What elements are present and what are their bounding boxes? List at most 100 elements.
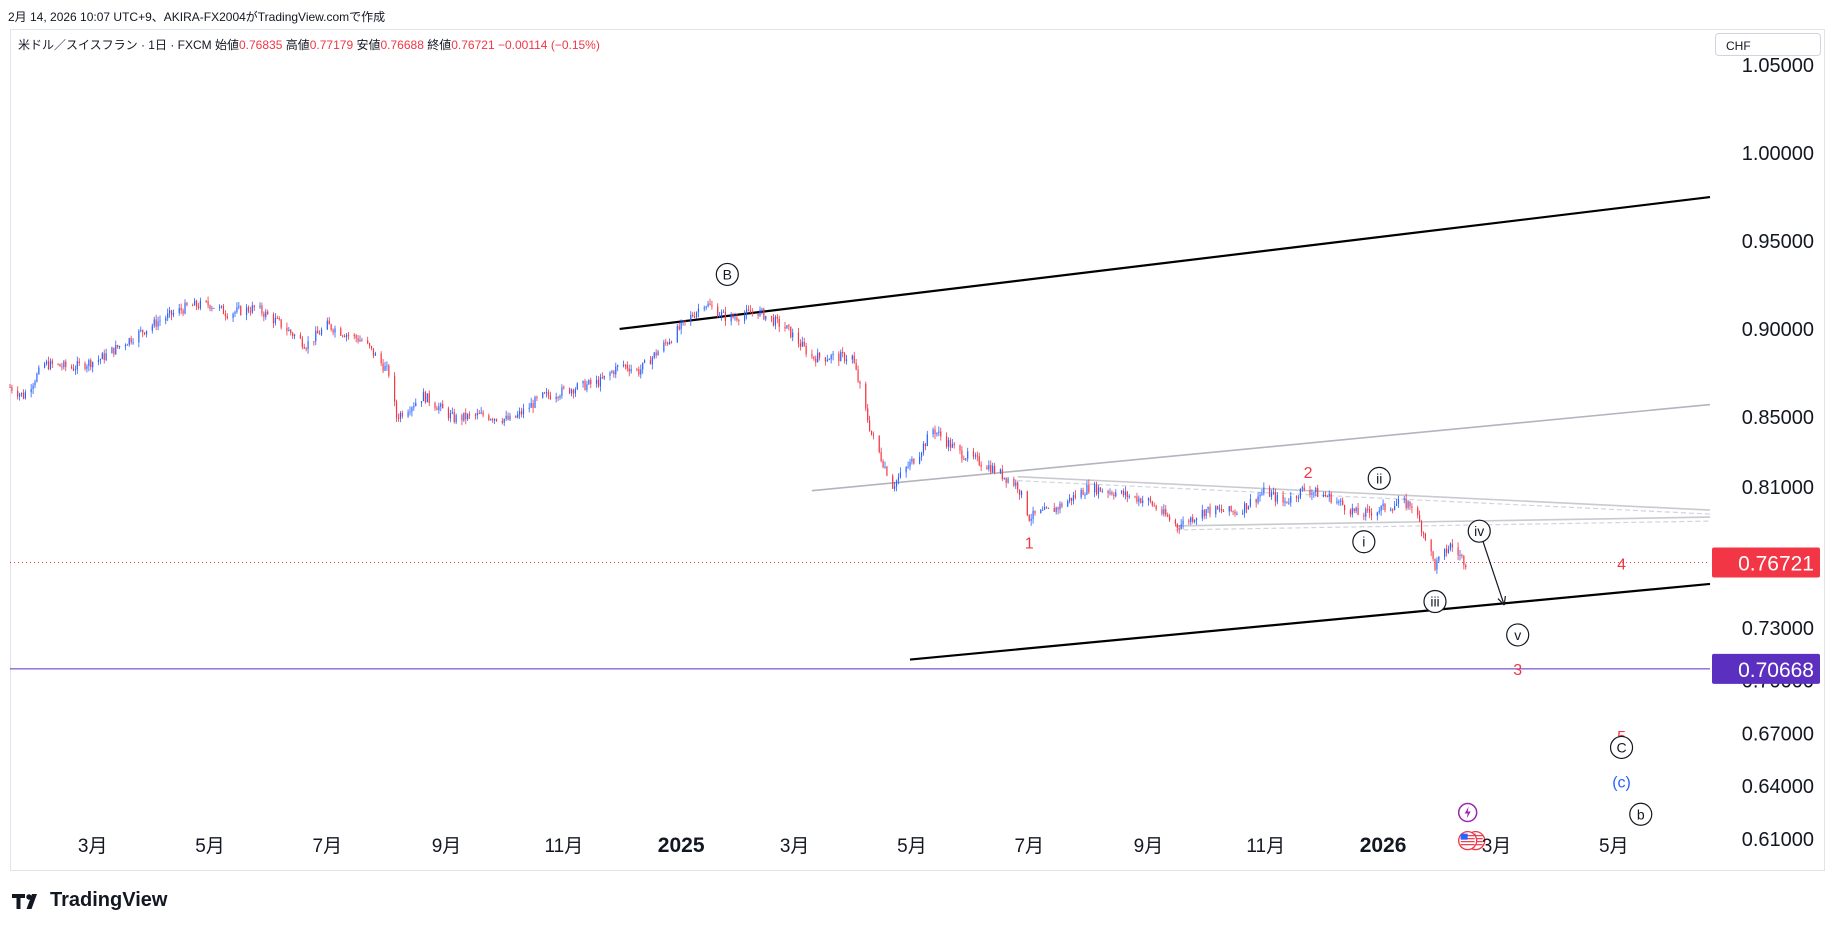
candle-body: [84, 363, 86, 369]
candle-body: [1444, 548, 1446, 557]
candle-body: [1357, 507, 1359, 515]
upper-channel-line[interactable]: [619, 195, 1711, 331]
candle-body: [1217, 506, 1219, 510]
candle-body: [603, 375, 605, 379]
candle-body: [1174, 519, 1176, 524]
candle-body: [1419, 514, 1421, 522]
wave-label-circle[interactable]: [715, 262, 739, 287]
candle-body: [953, 443, 955, 446]
candle-body: [61, 366, 63, 368]
candle-body: [326, 320, 328, 330]
candle-body: [1245, 503, 1248, 510]
candle-body: [332, 329, 334, 333]
candle-body: [1340, 500, 1342, 502]
candle-body: [19, 394, 21, 397]
candle-body: [1236, 513, 1238, 515]
wave-label-circle[interactable]: [1423, 589, 1447, 614]
candle-body: [897, 477, 900, 481]
candle-body: [1407, 501, 1409, 508]
candle-body: [1007, 478, 1009, 483]
wave-label-4: 4: [1617, 557, 1626, 574]
candle-body: [117, 345, 119, 348]
candle-body: [817, 352, 819, 363]
candle-body: [1313, 492, 1315, 494]
triangle-upper-line[interactable]: [1017, 475, 1711, 511]
candle-body: [240, 306, 242, 316]
candle-body: [870, 430, 873, 435]
candle-body: [97, 359, 100, 362]
x-tick-label: 2025: [658, 834, 705, 857]
candle-body: [542, 392, 544, 398]
candle-body: [253, 305, 255, 308]
candle-body: [222, 305, 225, 315]
candle-body: [684, 320, 686, 322]
candle-body: [340, 328, 342, 336]
candle-body: [70, 366, 73, 368]
candle-body: [1028, 515, 1030, 521]
candle-body: [624, 364, 626, 366]
wave-label-circle[interactable]: [1467, 519, 1491, 543]
candle-body: [549, 395, 551, 400]
currency-selector[interactable]: CHF: [1715, 33, 1821, 56]
wave-label-circle[interactable]: [1367, 466, 1391, 491]
mid-channel-line[interactable]: [811, 403, 1711, 492]
lower-channel-line[interactable]: [909, 582, 1711, 661]
wave-label-circle[interactable]: [1506, 623, 1530, 647]
candle-body: [1353, 508, 1355, 512]
candle-body: [111, 347, 113, 354]
candle-body: [949, 440, 951, 448]
level-price-tag: 0.70668: [1738, 659, 1814, 682]
candle-body: [159, 320, 161, 322]
candle-body: [1149, 498, 1151, 502]
close-label: 終値: [427, 38, 452, 52]
candle-body: [1432, 551, 1434, 559]
tradingview-brand[interactable]: TradingView: [12, 889, 167, 912]
candle-body: [1088, 484, 1090, 493]
candle-body: [792, 332, 794, 338]
candle-body: [278, 318, 280, 320]
candle-body: [220, 305, 223, 307]
candle-body: [1147, 498, 1150, 501]
projection-arrow[interactable]: [1482, 541, 1505, 606]
candle-body: [1180, 524, 1182, 529]
candle-body: [815, 358, 817, 363]
triangle-lower-line[interactable]: [1175, 516, 1711, 527]
candle-body: [130, 338, 132, 343]
candle-body: [249, 311, 251, 313]
candle-body: [519, 411, 521, 415]
wave-label-circle[interactable]: [1609, 735, 1634, 760]
candle-body: [790, 326, 792, 338]
candle-body: [361, 340, 363, 342]
candle-body: [440, 403, 442, 407]
candle-body: [426, 393, 428, 403]
candle-body: [680, 321, 682, 330]
candle-body: [569, 388, 571, 394]
candle-body: [286, 327, 288, 332]
candle-body: [936, 432, 938, 435]
wave-label-circle[interactable]: [1352, 530, 1376, 554]
symbol-title[interactable]: 米ドル／スイスフラン · 1日 · FXCM: [18, 38, 212, 52]
candle-body: [830, 355, 832, 360]
candle-body: [999, 469, 1001, 473]
candle-body: [1422, 532, 1425, 534]
candle-body: [582, 380, 584, 384]
current-price-tag: 0.76721: [1738, 552, 1814, 575]
candle-body: [1349, 510, 1351, 515]
wave-label-circle[interactable]: [1629, 802, 1653, 826]
candle-body: [72, 367, 75, 371]
candle-body: [1178, 528, 1180, 530]
candle-body: [1417, 507, 1419, 515]
candle-body: [828, 359, 830, 361]
candle-body: [180, 308, 182, 311]
candle-body: [276, 317, 278, 319]
candle-body: [124, 344, 126, 347]
candle-body: [1044, 507, 1046, 510]
candle-body: [803, 341, 805, 346]
candle-body: [1249, 499, 1251, 506]
candle-body: [932, 429, 934, 435]
candle-body: [522, 408, 525, 415]
candle-body: [151, 325, 153, 331]
candle-body: [717, 306, 719, 317]
x-tick-label: 7月: [1014, 836, 1044, 857]
